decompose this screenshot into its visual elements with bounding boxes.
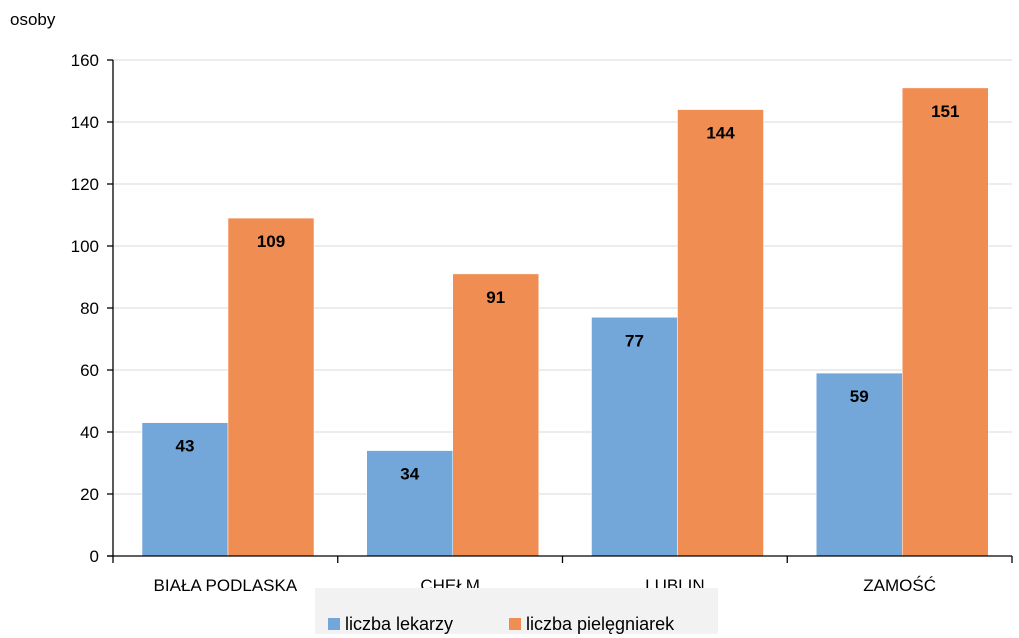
y-tick-label: 120 [71,175,99,194]
data-label: 77 [625,331,644,350]
y-tick-label: 20 [80,485,99,504]
bar-lekarzy [816,372,903,557]
data-label: 91 [486,288,505,307]
data-label: 144 [706,124,735,143]
bar-pielegniarek [227,217,315,557]
y-tick-label: 80 [80,299,99,318]
y-tick-label: 100 [71,237,99,256]
y-tick-label: 160 [71,51,99,70]
bar-pielegniarek [452,273,539,557]
y-axis-ticks: 0 20 40 60 80 100 120 140 160 [71,51,99,566]
y-tick-label: 0 [90,547,99,566]
x-tick-label: ZAMOŚĆ [863,576,936,595]
data-label: 151 [931,102,959,121]
bar-lekarzy [366,450,453,557]
bar-lekarzy [141,422,229,557]
y-axis-label: osoby [10,10,56,29]
legend-label: liczba pielęgniarek [526,614,675,634]
legend: liczba lekarzy liczba pielęgniarek [315,588,718,634]
bar-lekarzy [591,317,678,557]
data-label: 109 [257,232,285,251]
legend-swatch [509,618,521,630]
y-tick-label: 140 [71,113,99,132]
bar-pielegniarek [902,87,989,557]
legend-swatch [328,618,340,630]
y-tick-label: 60 [80,361,99,380]
data-label: 59 [850,387,869,406]
data-label: 34 [400,465,419,484]
bars [141,87,989,557]
data-label: 43 [176,437,195,456]
legend-label: liczba lekarzy [345,614,453,634]
bar-pielegniarek [677,109,764,557]
x-axis-ticks: BIAŁA PODLASKA CHEŁM LUBLIN ZAMOŚĆ [154,576,936,595]
y-tick-label: 40 [80,423,99,442]
x-tick-label: BIAŁA PODLASKA [154,576,298,595]
data-labels: 43 109 34 91 77 144 59 151 [176,102,960,484]
axes [107,59,1013,563]
